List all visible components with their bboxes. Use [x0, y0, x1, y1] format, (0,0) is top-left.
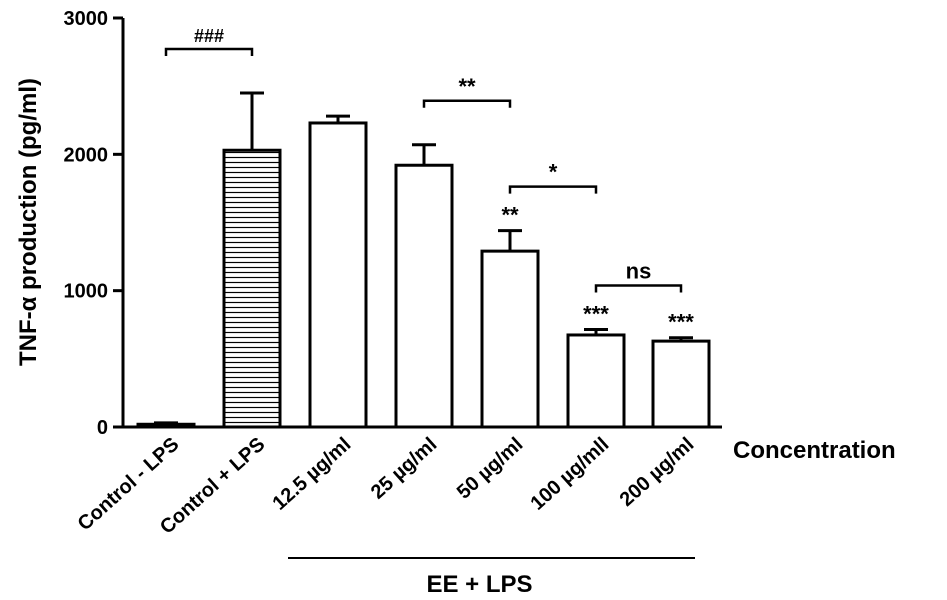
y-tick-label: 2000	[64, 144, 109, 166]
comparison-bracket	[508, 185, 598, 194]
bar	[222, 148, 282, 429]
comparison-bracket	[422, 99, 512, 108]
bar	[136, 422, 196, 429]
bars	[136, 121, 711, 429]
y-tick-label: 1000	[64, 281, 109, 303]
significance-mark: ***	[583, 302, 609, 327]
category-label: 50 µg/ml	[453, 433, 528, 503]
category-label: 200 µg/ml	[616, 433, 699, 511]
bracket-label: *	[549, 160, 558, 185]
y-ticks: 0 1000 2000 3000	[64, 8, 123, 439]
category-label: 12.5 µg/ml	[268, 433, 355, 514]
y-tick-label: 0	[97, 417, 108, 439]
significance-mark: **	[501, 203, 519, 228]
category-label: 100 µg/mll	[526, 433, 613, 514]
comparison-brackets: ###***ns	[164, 26, 683, 293]
bar	[566, 333, 626, 429]
group-label: EE + LPS	[426, 571, 532, 598]
comparison-bracket	[164, 47, 254, 56]
significance-marks: ***** ***	[501, 203, 694, 335]
bracket-label: ns	[626, 259, 652, 284]
y-tick-label: 3000	[64, 8, 109, 30]
y-axis-title: TNF-α production (pg/ml)	[15, 78, 42, 366]
error-bars	[154, 91, 693, 425]
category-label: 25 µg/ml	[367, 433, 442, 503]
comparison-bracket	[594, 284, 683, 293]
bar	[308, 121, 368, 429]
significance-mark: ***	[668, 310, 694, 335]
bracket-label: **	[458, 74, 476, 99]
x-axis-title: Concentration	[733, 437, 896, 464]
bracket-label: ###	[194, 26, 224, 46]
bar	[394, 163, 454, 429]
bar	[651, 339, 711, 429]
bar	[480, 249, 540, 429]
